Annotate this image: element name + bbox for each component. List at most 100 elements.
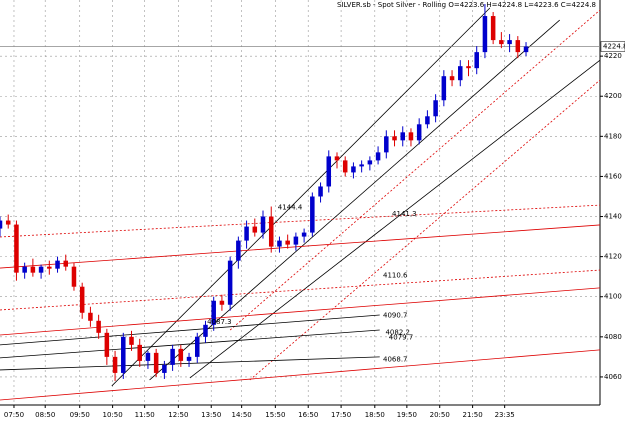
candle-body	[301, 232, 307, 237]
candle-body	[195, 336, 200, 357]
candle-body	[227, 260, 233, 305]
candle-body	[88, 312, 93, 321]
candle-body	[392, 136, 397, 141]
candle-body	[22, 266, 27, 273]
candle-body	[0, 220, 3, 229]
candle-body	[482, 16, 488, 53]
candle-body	[310, 196, 315, 233]
candle-body	[359, 164, 364, 167]
chart-title: SILVER.sb - Spot Silver - Rolling O=4223…	[337, 1, 596, 9]
candle-body	[499, 40, 504, 45]
y-tick-label: 4180	[604, 132, 622, 140]
candle-body	[351, 166, 356, 173]
x-tick-label: 23:35	[495, 411, 515, 419]
y-tick-label: 4120	[604, 253, 622, 261]
candle-body	[211, 300, 216, 325]
candle-body	[367, 160, 373, 165]
x-tick-label: 09:50	[70, 411, 90, 419]
trend-line	[111, 7, 491, 387]
candle-body	[318, 186, 323, 197]
candle-body	[458, 66, 463, 81]
x-tick-label: 10:50	[103, 411, 123, 419]
candle-body	[523, 46, 529, 53]
trend-line	[0, 349, 601, 401]
candle-body	[433, 100, 438, 117]
x-tick-label: 18:50	[365, 411, 385, 419]
candle-body	[71, 266, 77, 287]
level-label: 4144.4	[278, 204, 303, 212]
candle-body	[474, 52, 479, 69]
trend-line	[0, 356, 380, 371]
candle-body	[153, 352, 159, 373]
candle-body	[30, 266, 36, 273]
candle-body	[334, 156, 340, 161]
candle-body	[178, 348, 184, 361]
trend-line	[229, 9, 601, 331]
candle-body	[38, 266, 44, 273]
trend-line	[149, 19, 560, 381]
x-tick-label: 16:50	[298, 411, 318, 419]
trend-line	[0, 329, 380, 359]
candle-body	[203, 324, 208, 337]
candle-body	[244, 226, 249, 241]
x-tick-label: 07:50	[4, 411, 24, 419]
candle-body	[342, 160, 348, 173]
x-tick-label: 20:50	[430, 411, 450, 419]
y-tick-label: 4060	[604, 373, 622, 381]
x-tick-label: 08:50	[35, 411, 55, 419]
x-tick-label: 11:50	[135, 411, 155, 419]
y-tick-label: 4220	[604, 52, 622, 60]
x-tick-label: 14:50	[232, 411, 252, 419]
candle-body	[490, 16, 496, 41]
trend-line	[0, 314, 380, 346]
candle-body	[285, 240, 290, 245]
y-tick-label: 4160	[604, 172, 622, 180]
candle-body	[14, 224, 19, 273]
candle-body	[104, 332, 110, 357]
x-tick-label: 21:50	[463, 411, 483, 419]
candle-body	[466, 66, 471, 69]
trend-line	[0, 224, 601, 269]
candle-body	[384, 136, 389, 153]
current-price-label: 4224.8	[603, 43, 625, 51]
candle-body	[129, 336, 134, 345]
level-label: 4082.2	[385, 328, 410, 336]
level-label: 4110.6	[383, 271, 408, 279]
trend-line	[0, 204, 601, 238]
candle-body	[260, 216, 266, 233]
level-label: 4087.3	[207, 318, 232, 326]
trend-line	[189, 59, 601, 379]
candle-body	[408, 132, 414, 141]
candle-body	[416, 124, 422, 141]
candle-body	[236, 240, 241, 261]
candle-body	[170, 348, 175, 365]
level-label: 4090.7	[383, 311, 408, 319]
trend-line	[249, 79, 601, 381]
candle-body	[145, 352, 151, 361]
candle-body	[5, 220, 11, 225]
candle-body	[219, 300, 225, 305]
candle-body	[515, 40, 521, 53]
y-tick-label: 4080	[604, 333, 622, 341]
x-tick-label: 13:50	[201, 411, 221, 419]
candle-body	[293, 236, 299, 245]
y-tick-label: 4200	[604, 92, 622, 100]
candle-body	[55, 260, 60, 269]
candle-body	[326, 156, 332, 187]
candle-body	[425, 116, 430, 125]
candle-body	[186, 356, 192, 361]
candle-body	[268, 216, 274, 247]
y-tick-label: 4140	[604, 213, 622, 221]
candle-body	[441, 76, 447, 101]
candle-body	[63, 260, 69, 267]
candle-body	[96, 320, 101, 333]
candle-body	[112, 356, 118, 373]
trend-line	[0, 269, 601, 311]
candle-body	[79, 286, 85, 313]
candle-body	[162, 364, 167, 373]
candle-body	[277, 240, 282, 247]
current-price-box	[600, 41, 625, 52]
candle-body	[507, 40, 512, 45]
candle-body	[449, 76, 455, 81]
